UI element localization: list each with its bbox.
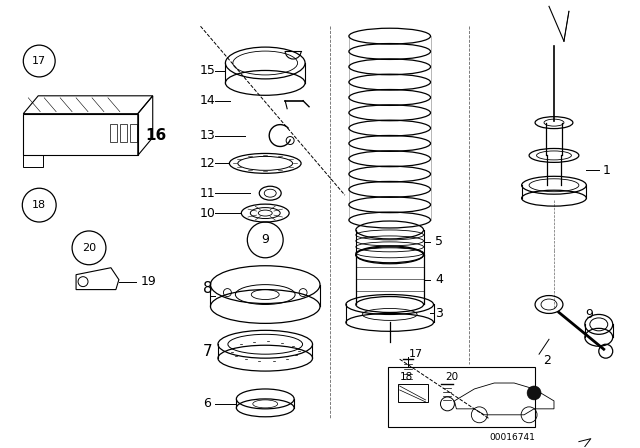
Text: 6: 6: [204, 397, 211, 410]
Text: 18: 18: [399, 372, 413, 382]
Text: 5: 5: [435, 235, 444, 248]
Text: 18: 18: [32, 200, 46, 210]
Bar: [120, 124, 127, 142]
Text: 2: 2: [543, 353, 551, 366]
Text: 9: 9: [261, 233, 269, 246]
Text: 10: 10: [200, 207, 216, 220]
Circle shape: [527, 386, 541, 400]
Text: 14: 14: [200, 94, 216, 107]
Text: 19: 19: [141, 275, 157, 288]
Text: 20: 20: [445, 372, 459, 382]
Text: 20: 20: [82, 243, 96, 253]
Text: 9: 9: [585, 308, 593, 321]
Text: 12: 12: [200, 157, 216, 170]
Bar: [130, 124, 137, 142]
Text: 13: 13: [200, 129, 216, 142]
Text: 16: 16: [145, 128, 166, 143]
Text: 8: 8: [203, 281, 212, 296]
Text: 15: 15: [200, 65, 216, 78]
Bar: [388, 367, 535, 427]
Text: 7: 7: [203, 344, 212, 359]
Text: 17: 17: [32, 56, 46, 66]
Text: 00016741: 00016741: [489, 433, 535, 442]
Text: 3: 3: [436, 307, 444, 320]
Text: 11: 11: [200, 187, 216, 200]
Text: 4: 4: [436, 273, 444, 286]
Text: 17: 17: [408, 349, 422, 359]
Bar: [110, 124, 117, 142]
Text: 1: 1: [603, 164, 611, 177]
